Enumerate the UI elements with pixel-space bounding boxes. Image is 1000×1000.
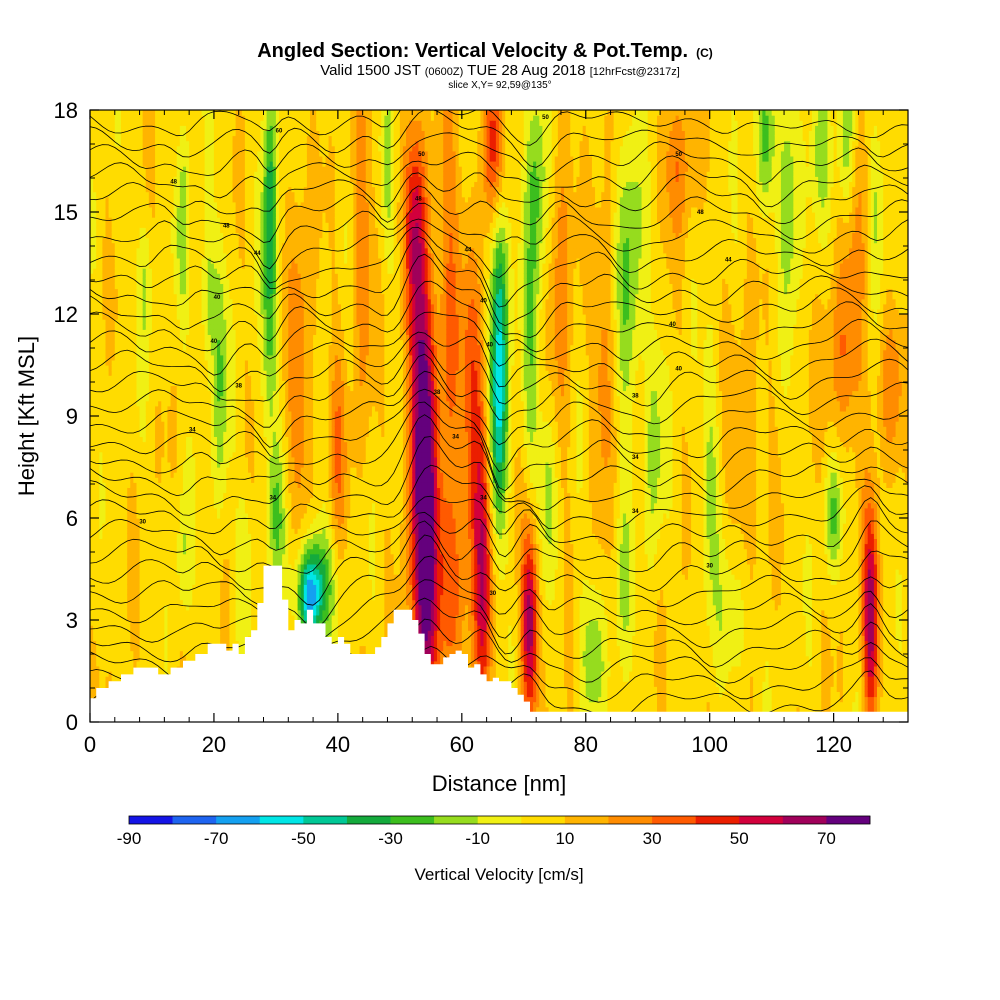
plot-area: 6048505050484848444444404040404040383838… [90, 89, 909, 723]
subtitle-valid: Valid 1500 JST [320, 62, 420, 79]
cross-section-chart: Angled Section: Vertical Velocity & Pot.… [0, 0, 1000, 1000]
subtitle-zulu: (0600Z) [425, 66, 464, 78]
slice-label: slice X,Y= 92,59@135° [448, 80, 551, 91]
chart-title: Angled Section: Vertical Velocity & Pot.… [257, 40, 713, 62]
subtitle-fcst: [12hrFcst@2317z] [590, 66, 680, 78]
velocity-field [90, 110, 909, 723]
chart-subtitle: Valid 1500 JST (0600Z) TUE 28 Aug 2018 [… [320, 62, 680, 79]
subtitle-date: TUE 28 Aug 2018 [467, 62, 585, 79]
